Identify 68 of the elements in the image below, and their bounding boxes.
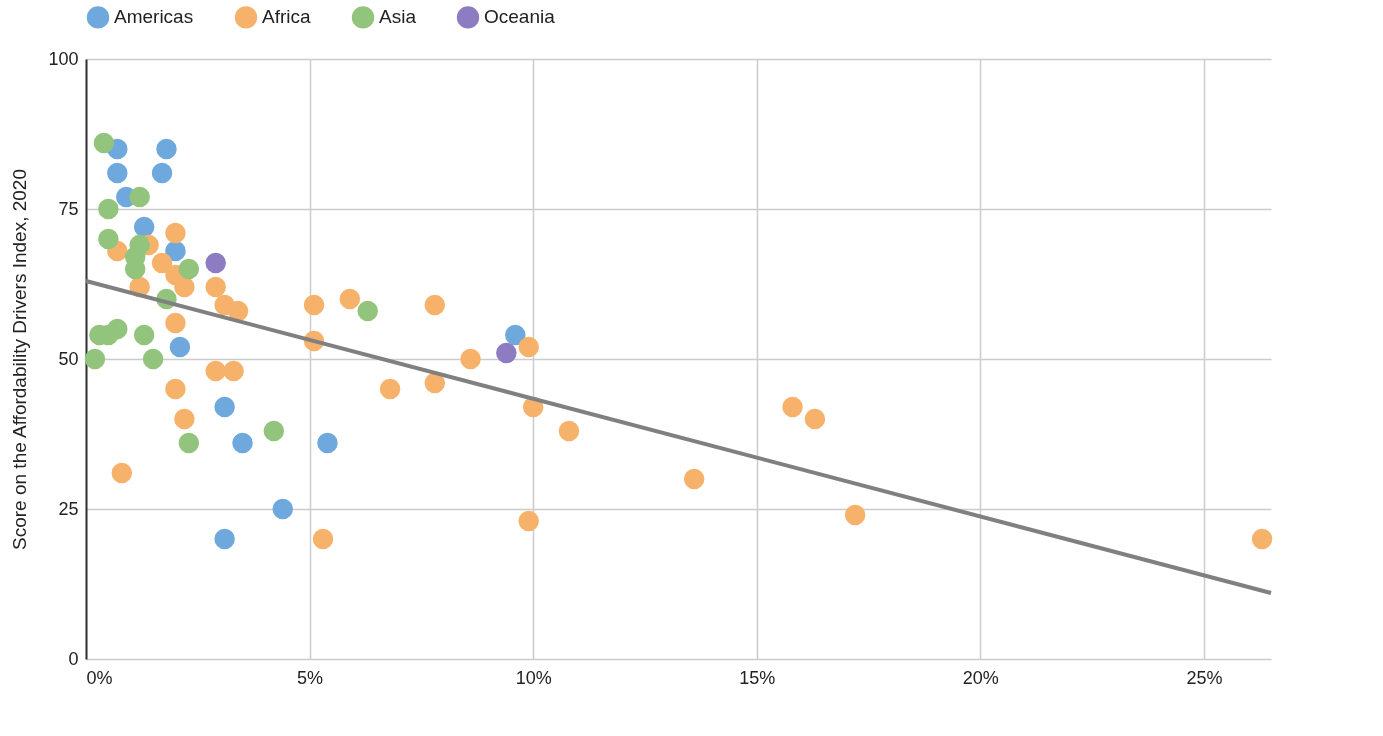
point <box>232 432 253 454</box>
point <box>558 420 580 442</box>
point <box>460 348 481 370</box>
point <box>303 294 325 316</box>
point <box>151 252 173 274</box>
point <box>379 378 401 400</box>
point <box>227 300 249 322</box>
point <box>205 360 226 382</box>
point <box>1251 528 1273 550</box>
legend-label: Africa <box>262 6 311 28</box>
point <box>133 216 155 238</box>
point <box>312 528 334 550</box>
point <box>214 396 235 418</box>
x-tick-label: 10% <box>515 667 552 688</box>
point <box>518 510 539 532</box>
y-axis-title: Score on the Affordability Drivers Index, 2020 <box>9 169 31 550</box>
point <box>174 408 195 430</box>
point <box>178 432 200 454</box>
y-tick-label: 50 <box>58 348 79 369</box>
point <box>339 288 361 310</box>
point <box>165 240 186 262</box>
point <box>205 252 226 274</box>
point <box>133 324 155 346</box>
point <box>496 342 517 364</box>
point <box>272 498 293 520</box>
point <box>424 372 446 394</box>
point <box>156 138 177 160</box>
x-tick-label: 15% <box>739 667 776 688</box>
point <box>804 408 826 430</box>
point <box>844 504 866 526</box>
point <box>174 276 195 298</box>
legend-label: Oceania <box>484 6 556 28</box>
point <box>107 162 128 184</box>
point <box>518 336 539 358</box>
y-tick-label: 25 <box>58 498 79 519</box>
point <box>129 186 150 208</box>
point <box>111 462 133 484</box>
point <box>424 294 446 316</box>
y-tick-label: 75 <box>58 198 79 219</box>
point <box>683 468 705 490</box>
point <box>151 162 173 184</box>
x-tick-label: 5% <box>297 667 324 688</box>
point <box>214 528 235 550</box>
point <box>357 300 378 322</box>
x-tick-label: 0% <box>86 667 113 688</box>
point <box>165 312 186 334</box>
y-tick-label: 100 <box>48 48 79 69</box>
point <box>98 198 119 220</box>
point <box>205 276 226 298</box>
point <box>165 222 186 244</box>
point <box>169 336 191 358</box>
legend-label: Americas <box>114 6 194 28</box>
y-tick-label: 0 <box>68 648 79 669</box>
point <box>317 432 338 454</box>
point <box>84 348 106 370</box>
point <box>263 420 285 442</box>
point <box>129 234 150 256</box>
legend-label: Asia <box>379 6 417 28</box>
point <box>178 258 200 280</box>
point <box>93 132 115 154</box>
point <box>505 324 526 346</box>
x-tick-label: 20% <box>962 667 999 688</box>
x-tick-label: 25% <box>1186 667 1223 688</box>
point <box>782 396 803 418</box>
point <box>223 360 244 382</box>
point <box>98 228 119 250</box>
point <box>165 378 186 400</box>
point <box>142 348 164 370</box>
